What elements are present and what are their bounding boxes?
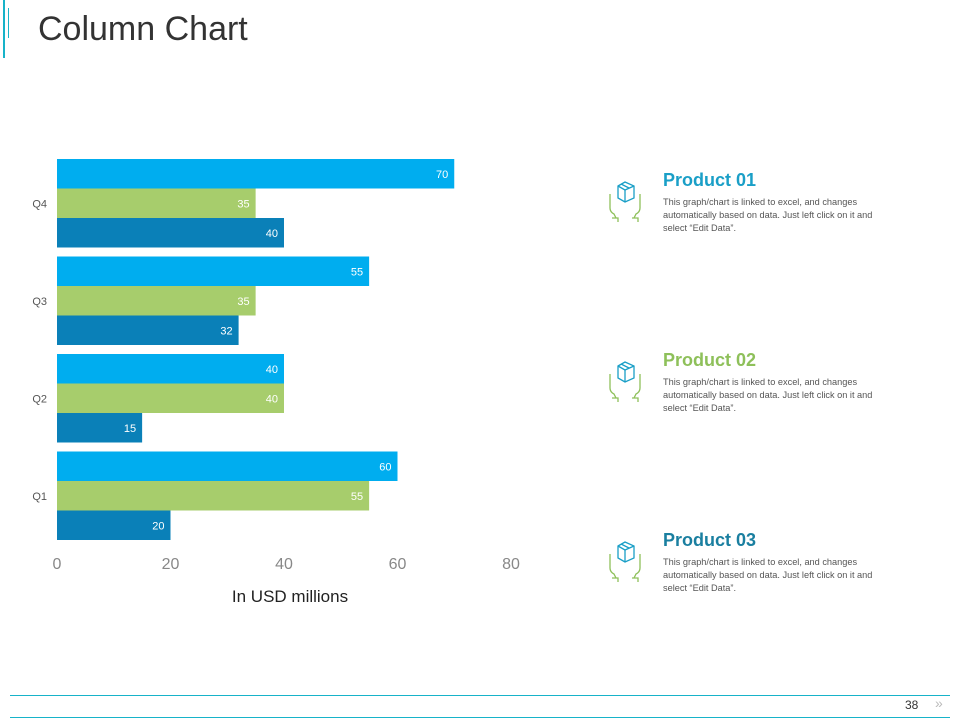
data-label-q4-series-3: 40 [266,228,278,240]
x-tick-label: 40 [275,556,293,573]
product-01-panel: Product 01 This graph/chart is linked to… [600,170,900,250]
bar-q1-series-1 [57,451,398,481]
page-number: 38 [905,698,919,712]
box-in-hands-icon [609,541,641,582]
product-02-panel: Product 02 This graph/chart is linked to… [600,350,900,430]
x-tick-label: 60 [389,556,407,573]
bar-q2-series-3 [57,413,143,443]
box-in-hands-icon [609,361,641,402]
data-label-q1-series-2: 55 [351,491,363,503]
product-03-description: This graph/chart is linked to excel, and… [663,557,873,593]
bar-q2-series-1 [57,354,284,384]
product-03-panel: Product 03 This graph/chart is linked to… [600,530,900,610]
data-label-q2-series-3: 15 [124,423,136,435]
product-03-title: Product 03 [663,530,757,550]
accent-bar [3,0,5,58]
bar-q3-series-2 [57,286,256,316]
category-label-q4: Q4 [32,198,47,210]
bar-chart: 70 35 40 Q4 55 35 32 Q3 40 40 15 Q2 60 55 20 Q1 0 20 40 60 8… [32,159,520,606]
data-label-q2-series-1: 40 [266,364,278,376]
data-label-q1-series-3: 20 [152,520,164,532]
x-tick-label: 20 [162,556,180,573]
bar-q1-series-2 [57,481,370,511]
page-title: Column Chart [38,10,248,48]
bar-q4-series-3 [57,218,284,248]
data-label-q4-series-1: 70 [436,169,448,181]
x-tick-label: 0 [53,556,62,573]
product-02-title: Product 02 [663,350,757,370]
category-label-q3: Q3 [32,296,47,308]
category-label-q2: Q2 [32,393,47,405]
next-page-chevron-icon[interactable]: » [935,695,943,711]
data-label-q1-series-1: 60 [379,461,391,473]
bar-q3-series-3 [57,315,239,345]
data-label-q3-series-3: 32 [220,325,232,337]
footer-line-top [10,695,950,696]
footer-line-bottom [10,717,950,718]
bar-q2-series-2 [57,383,284,413]
data-label-q3-series-1: 55 [351,266,363,278]
category-label-q1: Q1 [32,491,47,503]
data-label-q3-series-2: 35 [237,296,249,308]
box-in-hands-icon [609,181,641,222]
bar-q1-series-3 [57,510,171,540]
product-01-title: Product 01 [663,170,757,190]
product-02-description: This graph/chart is linked to excel, and… [663,377,873,413]
x-tick-label: 80 [502,556,520,573]
bar-q4-series-2 [57,188,256,218]
bar-q4-series-1 [57,159,455,189]
data-label-q2-series-2: 40 [266,393,278,405]
accent-bar-thin [8,8,9,38]
product-01-description: This graph/chart is linked to excel, and… [663,197,873,233]
data-label-q4-series-2: 35 [237,198,249,210]
x-axis-title: In USD millions [232,587,348,606]
bar-q3-series-1 [57,256,370,286]
